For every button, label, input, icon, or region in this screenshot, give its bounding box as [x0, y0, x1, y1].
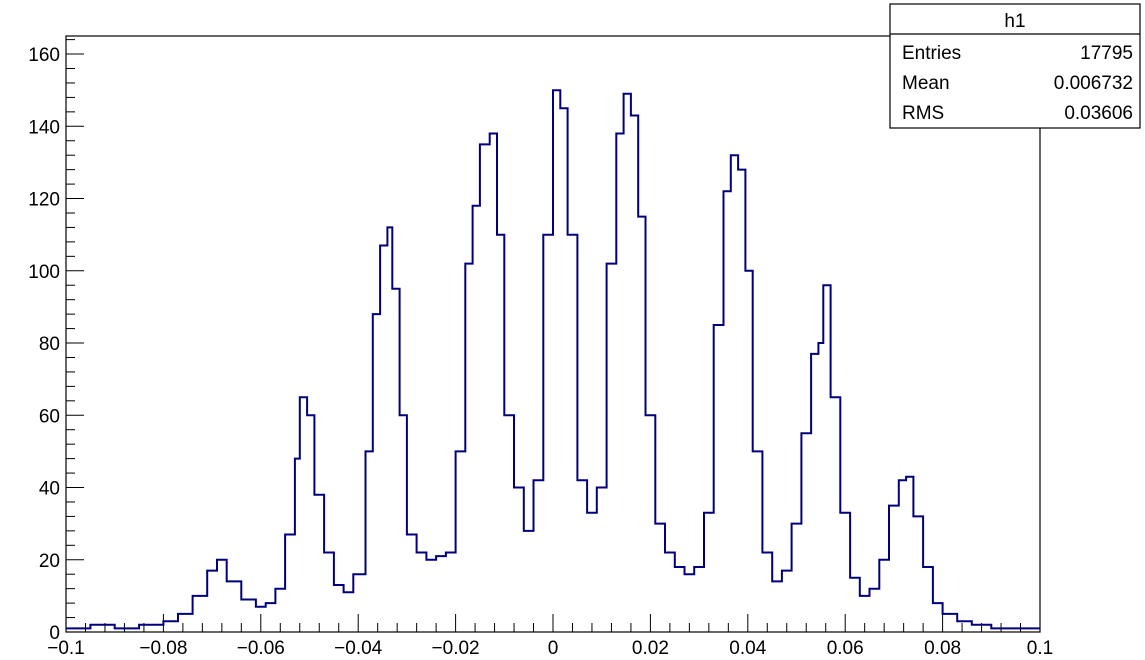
stats-rms-label: RMS: [902, 103, 944, 124]
y-tick-label: 0: [49, 623, 60, 644]
x-tick-label: 0.1: [1027, 638, 1053, 659]
stats-box-frame: [889, 3, 1141, 129]
y-axis: 0 20 40 60 80 100 120 140 160: [28, 39, 84, 644]
stats-rms-value: 0.03606: [1064, 103, 1133, 124]
x-tick-label: −0.02: [432, 638, 480, 659]
y-tick-label: 40: [39, 479, 60, 500]
y-tick-label: 80: [39, 334, 60, 355]
x-tick-label: 0: [548, 638, 559, 659]
y-tick-label: 20: [39, 551, 60, 572]
stats-entries-label: Entries: [902, 43, 961, 64]
x-tick-label: −0.1: [47, 638, 85, 659]
x-tick-label: 0.08: [924, 638, 961, 659]
x-tick-label: −0.06: [237, 638, 285, 659]
stats-box-title: h1: [1004, 11, 1025, 32]
histogram-series-line: [66, 89, 1040, 630]
x-tick-label: −0.04: [334, 638, 383, 659]
x-tick-label: 0.02: [632, 638, 669, 659]
stats-box: h1 Entries 17795 Mean 0.006732 RMS 0.036…: [889, 3, 1141, 129]
y-tick-label: 120: [28, 190, 60, 211]
y-tick-label: 100: [28, 262, 60, 283]
y-tick-label: 140: [28, 117, 60, 138]
x-tick-label: −0.08: [139, 638, 187, 659]
stats-mean-value: 0.006732: [1054, 73, 1133, 94]
x-axis: −0.1 −0.08 −0.06 −0.04 −0.02 0 0.02 0.04 0.06 0.0…: [47, 614, 1053, 659]
stats-entries-value: 17795: [1080, 43, 1133, 64]
x-tick-label: 0.04: [729, 638, 766, 659]
y-tick-label: 60: [39, 406, 60, 427]
stats-mean-label: Mean: [902, 73, 950, 94]
y-tick-label: 160: [28, 45, 60, 66]
x-tick-label: 0.06: [827, 638, 864, 659]
